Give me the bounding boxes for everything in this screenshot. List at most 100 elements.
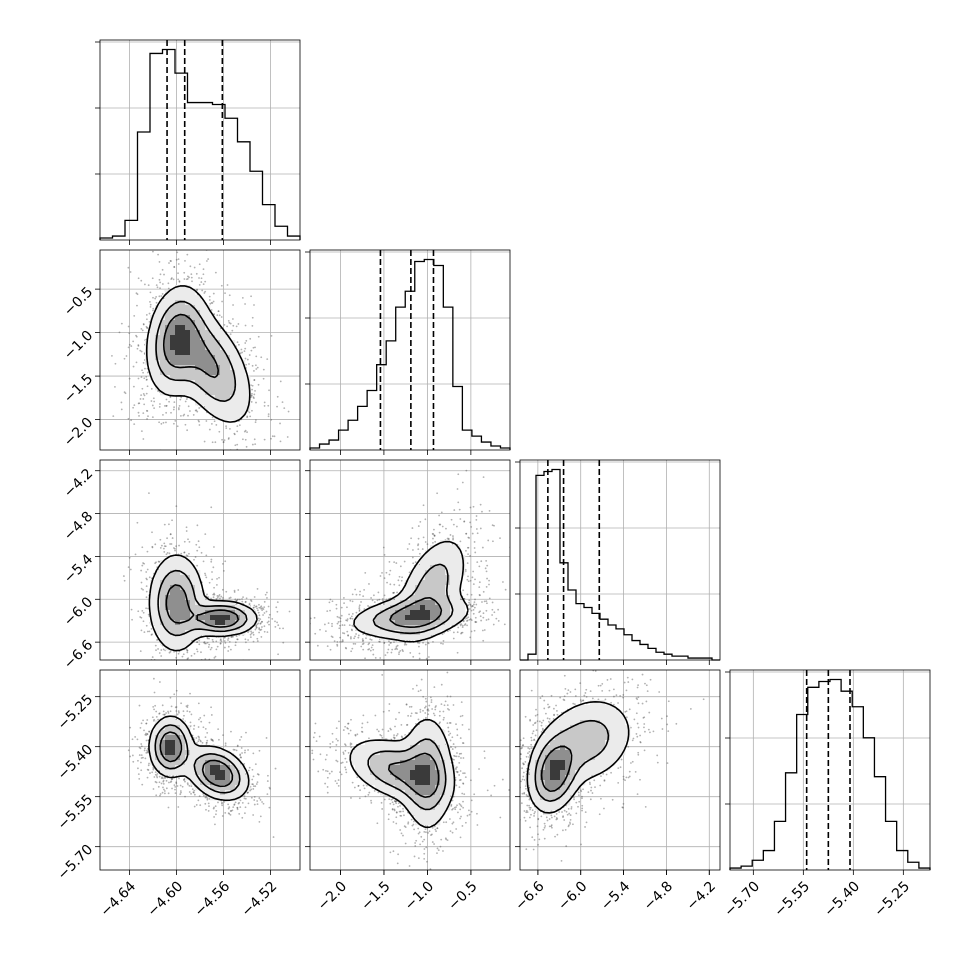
density-cell bbox=[160, 600, 166, 606]
density-cell bbox=[195, 580, 201, 586]
sample-point bbox=[390, 651, 393, 654]
sample-point bbox=[206, 641, 209, 644]
sample-point bbox=[128, 377, 131, 380]
density-cell bbox=[170, 290, 176, 296]
density-cell bbox=[150, 605, 156, 611]
sample-point bbox=[145, 392, 148, 395]
sample-point bbox=[474, 598, 476, 601]
sample-point bbox=[376, 599, 379, 602]
sample-point bbox=[464, 623, 467, 625]
sample-point bbox=[418, 652, 421, 655]
density-cell bbox=[170, 315, 176, 321]
density-cell bbox=[220, 365, 226, 371]
density-cell bbox=[220, 620, 226, 626]
sample-point bbox=[358, 672, 360, 674]
sample-point bbox=[151, 656, 154, 658]
density-cell bbox=[175, 615, 181, 621]
density-cell bbox=[165, 370, 171, 376]
sample-point bbox=[258, 631, 261, 634]
sample-point bbox=[343, 632, 346, 635]
sample-point bbox=[259, 629, 262, 631]
density-cell bbox=[195, 380, 201, 386]
sample-point bbox=[159, 547, 162, 549]
sample-point bbox=[371, 599, 374, 602]
sample-point bbox=[193, 558, 195, 561]
sample-point bbox=[417, 548, 420, 551]
density-cell bbox=[205, 350, 211, 356]
density-cell bbox=[195, 585, 201, 591]
sample-point bbox=[163, 523, 166, 526]
sample-point bbox=[168, 552, 171, 555]
panel-frame bbox=[729, 669, 931, 871]
density-cell bbox=[245, 390, 251, 396]
density-cell bbox=[205, 620, 211, 626]
sample-point bbox=[471, 604, 474, 607]
sample-point bbox=[250, 384, 252, 387]
sample-point bbox=[349, 637, 352, 640]
sample-point bbox=[233, 432, 236, 435]
density-cell bbox=[190, 595, 196, 601]
sample-point bbox=[343, 602, 345, 605]
sample-point bbox=[165, 411, 168, 414]
sample-point bbox=[148, 321, 151, 323]
density-cell bbox=[210, 405, 216, 411]
sample-point bbox=[158, 278, 161, 281]
sample-point bbox=[270, 437, 272, 440]
density-cell bbox=[175, 570, 181, 576]
sample-point bbox=[161, 293, 164, 295]
sample-point bbox=[221, 588, 224, 591]
density-cell bbox=[160, 380, 166, 386]
sample-point bbox=[521, 612, 523, 614]
sample-point bbox=[208, 299, 211, 301]
sample-point bbox=[349, 617, 352, 620]
sample-point bbox=[411, 527, 414, 529]
sample-point bbox=[174, 661, 176, 663]
sample-point bbox=[365, 637, 367, 640]
sample-point bbox=[237, 598, 239, 601]
histogram-step-line bbox=[729, 678, 931, 870]
sample-point bbox=[212, 300, 215, 303]
sample-point bbox=[143, 403, 146, 406]
sample-point bbox=[194, 556, 197, 558]
sample-point bbox=[169, 533, 172, 535]
density-cell bbox=[185, 285, 191, 291]
sample-point bbox=[456, 488, 459, 490]
density-cell bbox=[195, 350, 201, 356]
sample-point bbox=[273, 435, 276, 438]
density-cell bbox=[165, 305, 171, 311]
density-cell bbox=[200, 600, 206, 606]
sample-point bbox=[177, 272, 179, 275]
sample-point bbox=[178, 280, 181, 282]
sample-point bbox=[252, 633, 255, 636]
sample-point bbox=[175, 258, 178, 261]
sample-point bbox=[155, 561, 157, 564]
sample-point bbox=[373, 601, 376, 604]
sample-point bbox=[485, 586, 488, 588]
density-cell bbox=[210, 345, 216, 351]
density-cell bbox=[155, 575, 161, 581]
sample-point bbox=[362, 633, 365, 636]
sample-point bbox=[140, 581, 143, 584]
sample-point bbox=[394, 648, 397, 651]
sample-point bbox=[367, 604, 369, 607]
density-cell bbox=[195, 315, 201, 321]
sample-point bbox=[474, 621, 477, 624]
sample-point bbox=[260, 636, 263, 638]
density-cell bbox=[185, 320, 191, 326]
sample-point bbox=[149, 247, 151, 249]
sample-point bbox=[112, 415, 115, 418]
sample-point bbox=[425, 657, 428, 660]
sample-point bbox=[384, 654, 387, 657]
sample-point bbox=[469, 579, 472, 582]
sample-point bbox=[142, 620, 145, 623]
sample-point bbox=[140, 350, 143, 353]
sample-point bbox=[155, 649, 157, 652]
sample-point bbox=[177, 407, 180, 409]
sample-point bbox=[335, 603, 338, 606]
sample-point bbox=[229, 333, 232, 336]
sample-point bbox=[193, 652, 196, 655]
sample-point bbox=[257, 611, 260, 614]
density-cell bbox=[200, 610, 206, 616]
sample-point bbox=[185, 398, 188, 401]
density-cell bbox=[190, 295, 196, 301]
